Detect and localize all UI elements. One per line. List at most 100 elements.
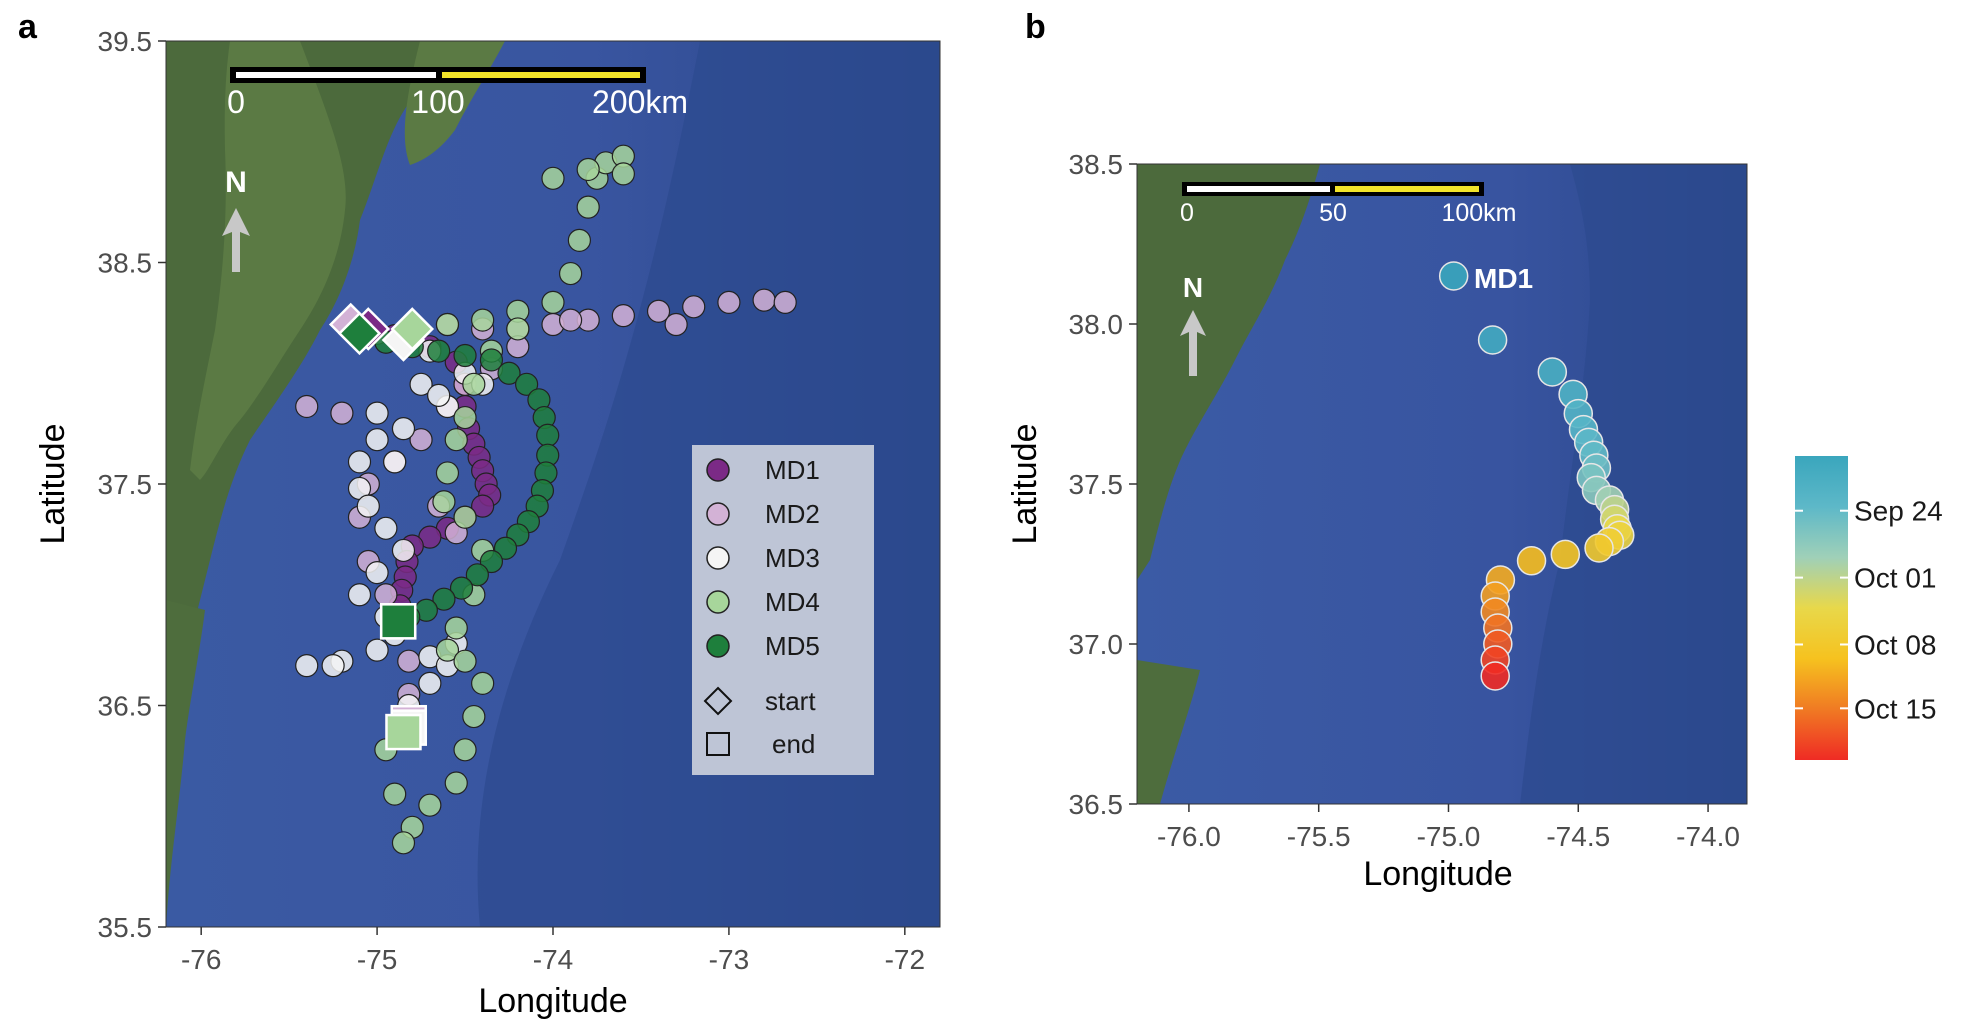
legend-swatch-md4 — [706, 590, 730, 614]
point-md5 — [536, 423, 560, 447]
panel-b-scale-bar: 0 50 100km — [1180, 182, 1517, 227]
panel-a-axes: -76 -75 -74 -73 -72 35.5 36.5 37.5 38.5 39.5 — [98, 26, 926, 975]
point-md5 — [515, 372, 539, 396]
panel-b-north-label: N — [1183, 272, 1203, 303]
panel-a-north-label: N — [225, 166, 247, 199]
panel-b-track-label: MD1 — [1474, 263, 1533, 294]
y-tick-label: 36.5 — [1069, 789, 1124, 820]
y-tick-label: 36.5 — [98, 691, 153, 722]
y-tick-label: 38.5 — [98, 248, 153, 279]
panel-a-scale-bar-outline — [230, 67, 646, 83]
point-md4 — [453, 649, 477, 673]
point-md4 — [471, 308, 495, 332]
x-tick-label: -75.5 — [1287, 821, 1351, 852]
point-md4 — [444, 616, 468, 640]
north-arrow-icon — [222, 208, 250, 272]
colorbar-label: Oct 08 — [1854, 629, 1936, 660]
point-md5 — [432, 587, 456, 611]
x-tick-label: -72 — [885, 944, 925, 975]
panel-b-ylabel: Latitude — [1006, 424, 1044, 545]
panel-a-land-south — [166, 600, 205, 927]
point-md2 — [409, 428, 433, 452]
point-md4 — [444, 428, 468, 452]
point-md4 — [418, 793, 442, 817]
panel-a-ylabel: Latitude — [34, 424, 72, 545]
legend-end-square-icon — [706, 732, 730, 756]
panel-a-xlabel: Longitude — [478, 982, 627, 1020]
point-md5 — [427, 339, 451, 363]
point-md2 — [374, 583, 398, 607]
point-md3 — [365, 560, 389, 585]
panel-a-land-delmarva — [190, 41, 346, 480]
end-marker-md4 — [385, 713, 422, 751]
colorbar-label: Sep 24 — [1854, 496, 1943, 527]
panel-b-map — [1137, 164, 1747, 804]
point-md1 — [1550, 539, 1581, 570]
panel-a-scale-label-0: 0 — [227, 84, 245, 120]
point-md3 — [347, 583, 372, 607]
x-tick-label: -76.0 — [1157, 821, 1221, 852]
point-md1 — [1477, 325, 1508, 355]
point-md2 — [295, 394, 319, 419]
point-md1 — [1584, 533, 1614, 563]
end-marker-md5 — [379, 603, 417, 640]
point-md4 — [435, 312, 460, 337]
start-marker-md5 — [337, 311, 382, 356]
panel-b-shelf-break — [1520, 164, 1747, 804]
panel-a-north-arrow: N — [222, 166, 250, 272]
point-md4 — [506, 317, 530, 341]
legend-start-diamond-icon — [703, 686, 733, 716]
panel-b-scale-bar-outline — [1182, 182, 1484, 196]
point-md4 — [462, 704, 486, 729]
legend-swatch-md1 — [706, 458, 730, 482]
y-tick-label: 35.5 — [98, 912, 153, 943]
colorbar-gradient — [1795, 456, 1848, 760]
legend-label-md4: MD4 — [765, 587, 820, 617]
y-tick-label: 38.5 — [1069, 149, 1124, 180]
point-md2 — [752, 288, 776, 312]
point-md4 — [558, 261, 583, 286]
y-tick-label: 38.0 — [1069, 309, 1124, 340]
point-md1 — [1480, 661, 1510, 691]
point-md5 — [465, 563, 489, 587]
panel-b-scale-label-0: 0 — [1180, 199, 1194, 227]
panel-b-land-south — [1137, 660, 1200, 804]
x-tick-label: -74.5 — [1546, 821, 1610, 852]
point-md3 — [391, 417, 416, 441]
point-md5 — [453, 343, 477, 368]
point-md2 — [646, 299, 671, 323]
x-tick-label: -73 — [709, 944, 749, 975]
point-md2 — [611, 304, 635, 328]
point-md4 — [435, 461, 460, 485]
point-md4 — [567, 228, 591, 252]
legend-label-md3: MD3 — [765, 543, 820, 573]
point-md5 — [479, 348, 504, 372]
point-md3 — [374, 516, 398, 540]
x-tick-label: -75 — [357, 944, 397, 975]
point-md4 — [435, 638, 460, 662]
point-md4 — [541, 290, 565, 314]
point-md3 — [365, 638, 389, 662]
point-md4 — [453, 405, 477, 430]
point-md4 — [462, 372, 486, 396]
colorbar-label: Oct 15 — [1854, 693, 1936, 724]
panel-a-legend: MD1 MD2 MD3 MD4 MD5 start end — [692, 445, 874, 775]
point-md4 — [611, 162, 635, 186]
point-md3 — [365, 401, 389, 425]
point-md3 — [418, 671, 442, 695]
point-md5 — [497, 361, 521, 385]
panel-a-tracks — [295, 144, 797, 855]
point-md4 — [432, 490, 456, 514]
point-md1 — [1516, 546, 1547, 576]
north-arrow-icon — [1180, 310, 1206, 376]
point-md4 — [383, 782, 407, 806]
panel-a-scale-label-200: 200km — [592, 84, 688, 120]
point-md4 — [541, 166, 565, 190]
panel-b-axes: -76.0 -75.5 -75.0 -74.5 -74.0 36.5 37.0 37.5 38.… — [1069, 149, 1740, 852]
panel-b-north-arrow: N — [1180, 272, 1206, 376]
panel-a-scale-label-100: 100 — [411, 84, 464, 120]
panel-a-scale-bar-yellow — [442, 72, 640, 78]
point-md2 — [397, 649, 421, 673]
x-tick-label: -74 — [533, 944, 573, 975]
